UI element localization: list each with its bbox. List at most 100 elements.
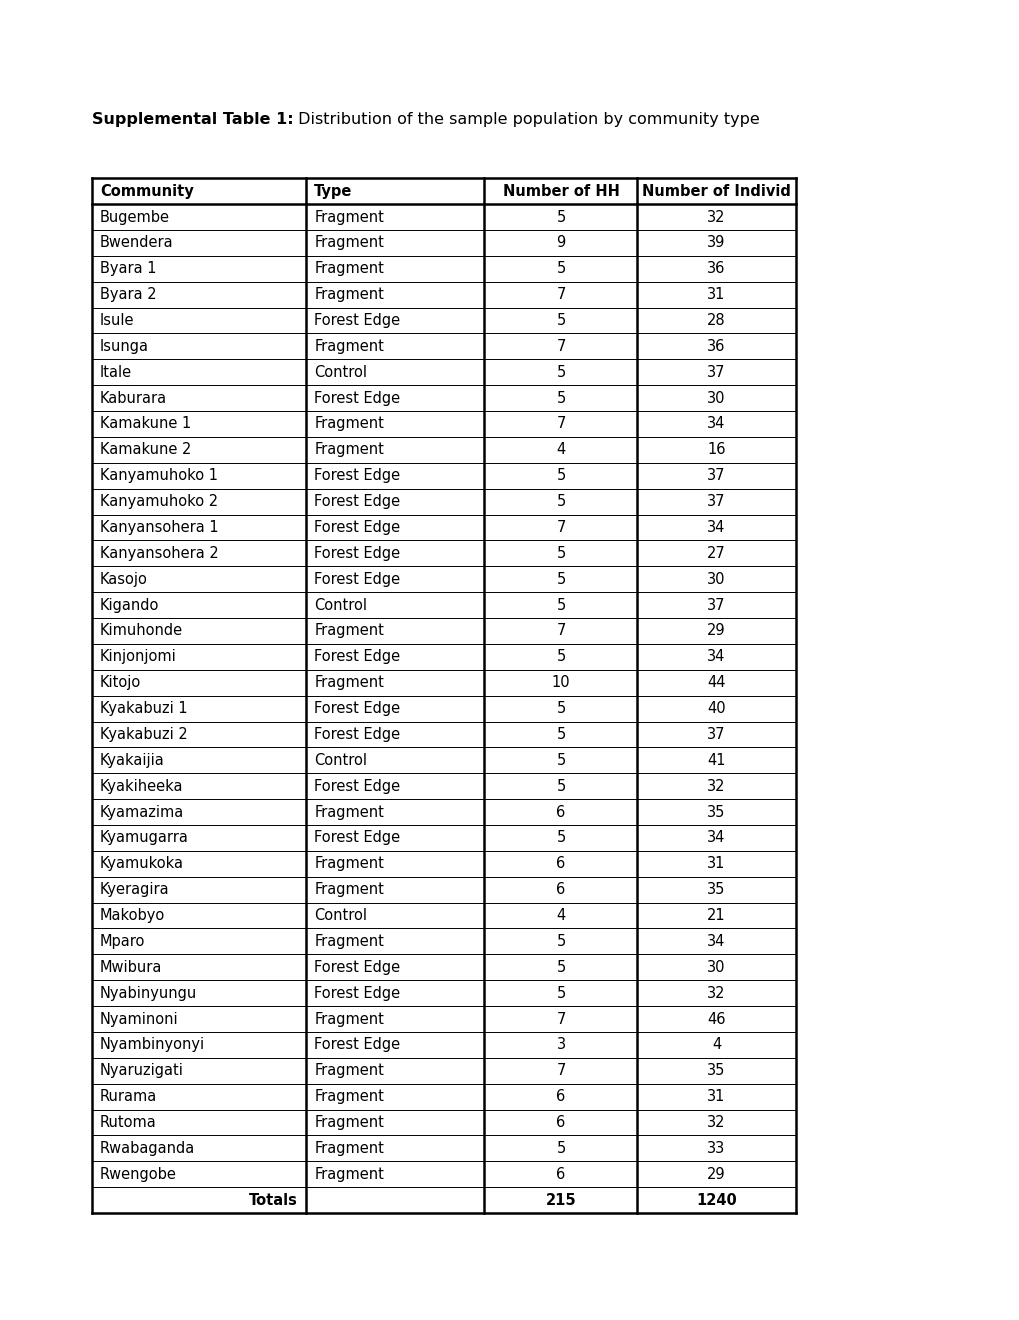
- Text: 4: 4: [555, 442, 566, 457]
- Text: 34: 34: [706, 830, 726, 845]
- Text: Forest Edge: Forest Edge: [314, 779, 399, 793]
- Text: 31: 31: [706, 1089, 726, 1104]
- Text: 21: 21: [706, 908, 726, 923]
- Text: Kanyansohera 2: Kanyansohera 2: [100, 546, 218, 561]
- Text: 34: 34: [706, 649, 726, 664]
- Text: Kigando: Kigando: [100, 598, 159, 612]
- Text: 31: 31: [706, 857, 726, 871]
- Text: Number of Individ: Number of Individ: [642, 183, 790, 198]
- Text: 6: 6: [555, 1167, 566, 1181]
- Text: Fragment: Fragment: [314, 210, 384, 224]
- Text: Kyakabuzi 1: Kyakabuzi 1: [100, 701, 187, 715]
- Text: Kitojo: Kitojo: [100, 676, 141, 690]
- Text: Forest Edge: Forest Edge: [314, 572, 399, 586]
- Text: Kyakiheeka: Kyakiheeka: [100, 779, 183, 793]
- Text: Itale: Itale: [100, 364, 131, 380]
- Text: 6: 6: [555, 857, 566, 871]
- Text: 37: 37: [706, 469, 726, 483]
- Text: 5: 5: [555, 1140, 566, 1156]
- Text: 5: 5: [555, 313, 566, 327]
- Text: Forest Edge: Forest Edge: [314, 986, 399, 1001]
- Text: Totals: Totals: [249, 1193, 298, 1208]
- Text: Distribution of the sample population by community type: Distribution of the sample population by…: [293, 112, 759, 127]
- Text: 7: 7: [555, 417, 566, 432]
- Text: 36: 36: [706, 261, 726, 276]
- Text: 29: 29: [706, 1167, 726, 1181]
- Text: 5: 5: [555, 391, 566, 405]
- Text: Byara 1: Byara 1: [100, 261, 156, 276]
- Text: 31: 31: [706, 288, 726, 302]
- Text: 9: 9: [555, 235, 566, 251]
- Text: 6: 6: [555, 882, 566, 898]
- Text: Byara 2: Byara 2: [100, 288, 157, 302]
- Text: Fragment: Fragment: [314, 857, 384, 871]
- Text: Mwibura: Mwibura: [100, 960, 162, 974]
- Text: Nyaminoni: Nyaminoni: [100, 1011, 178, 1027]
- Text: 30: 30: [706, 572, 726, 586]
- Text: 32: 32: [706, 986, 726, 1001]
- Text: Forest Edge: Forest Edge: [314, 520, 399, 535]
- Text: 35: 35: [706, 882, 726, 898]
- Text: 30: 30: [706, 960, 726, 974]
- Text: 7: 7: [555, 288, 566, 302]
- Text: Fragment: Fragment: [314, 442, 384, 457]
- Text: Number of HH: Number of HH: [502, 183, 619, 198]
- Text: Fragment: Fragment: [314, 1089, 384, 1104]
- Text: Nyabinyungu: Nyabinyungu: [100, 986, 197, 1001]
- Text: Control: Control: [314, 598, 367, 612]
- Text: 5: 5: [555, 960, 566, 974]
- Text: Kyeragira: Kyeragira: [100, 882, 169, 898]
- Text: Kanyansohera 1: Kanyansohera 1: [100, 520, 218, 535]
- Text: Forest Edge: Forest Edge: [314, 649, 399, 664]
- Text: 7: 7: [555, 623, 566, 639]
- Text: 5: 5: [555, 546, 566, 561]
- Text: 37: 37: [706, 598, 726, 612]
- Text: 32: 32: [706, 779, 726, 793]
- Text: 34: 34: [706, 935, 726, 949]
- Text: 10: 10: [551, 676, 570, 690]
- Text: 40: 40: [706, 701, 726, 715]
- Text: Kaburara: Kaburara: [100, 391, 167, 405]
- Text: 37: 37: [706, 494, 726, 510]
- Text: 1240: 1240: [696, 1193, 736, 1208]
- Text: Fragment: Fragment: [314, 1011, 384, 1027]
- Text: Fragment: Fragment: [314, 339, 384, 354]
- Text: 7: 7: [555, 1064, 566, 1078]
- Text: Isule: Isule: [100, 313, 135, 327]
- Text: 39: 39: [706, 235, 726, 251]
- Text: 27: 27: [706, 546, 726, 561]
- Text: 36: 36: [706, 339, 726, 354]
- Text: Kamakune 1: Kamakune 1: [100, 417, 191, 432]
- Text: Control: Control: [314, 908, 367, 923]
- Text: Rutoma: Rutoma: [100, 1115, 157, 1130]
- Text: Fragment: Fragment: [314, 261, 384, 276]
- Text: 44: 44: [706, 676, 726, 690]
- Text: 7: 7: [555, 339, 566, 354]
- Text: 32: 32: [706, 210, 726, 224]
- Text: 46: 46: [706, 1011, 726, 1027]
- Text: 34: 34: [706, 520, 726, 535]
- Text: Fragment: Fragment: [314, 288, 384, 302]
- Text: 5: 5: [555, 830, 566, 845]
- Text: 35: 35: [706, 805, 726, 820]
- Text: 5: 5: [555, 752, 566, 768]
- Text: Rwengobe: Rwengobe: [100, 1167, 176, 1181]
- Text: Rurama: Rurama: [100, 1089, 157, 1104]
- Text: Forest Edge: Forest Edge: [314, 469, 399, 483]
- Text: 5: 5: [555, 701, 566, 715]
- Text: Kyakaijia: Kyakaijia: [100, 752, 164, 768]
- Text: Fragment: Fragment: [314, 1140, 384, 1156]
- Text: Forest Edge: Forest Edge: [314, 727, 399, 742]
- Text: Kyamazima: Kyamazima: [100, 805, 184, 820]
- Text: 5: 5: [555, 935, 566, 949]
- Text: 3: 3: [556, 1038, 565, 1052]
- Text: Fragment: Fragment: [314, 805, 384, 820]
- Text: 5: 5: [555, 649, 566, 664]
- Text: Mparo: Mparo: [100, 935, 145, 949]
- Text: 5: 5: [555, 494, 566, 510]
- Text: Fragment: Fragment: [314, 1064, 384, 1078]
- Text: Forest Edge: Forest Edge: [314, 1038, 399, 1052]
- Text: 33: 33: [707, 1140, 725, 1156]
- Text: 7: 7: [555, 1011, 566, 1027]
- Text: 5: 5: [555, 727, 566, 742]
